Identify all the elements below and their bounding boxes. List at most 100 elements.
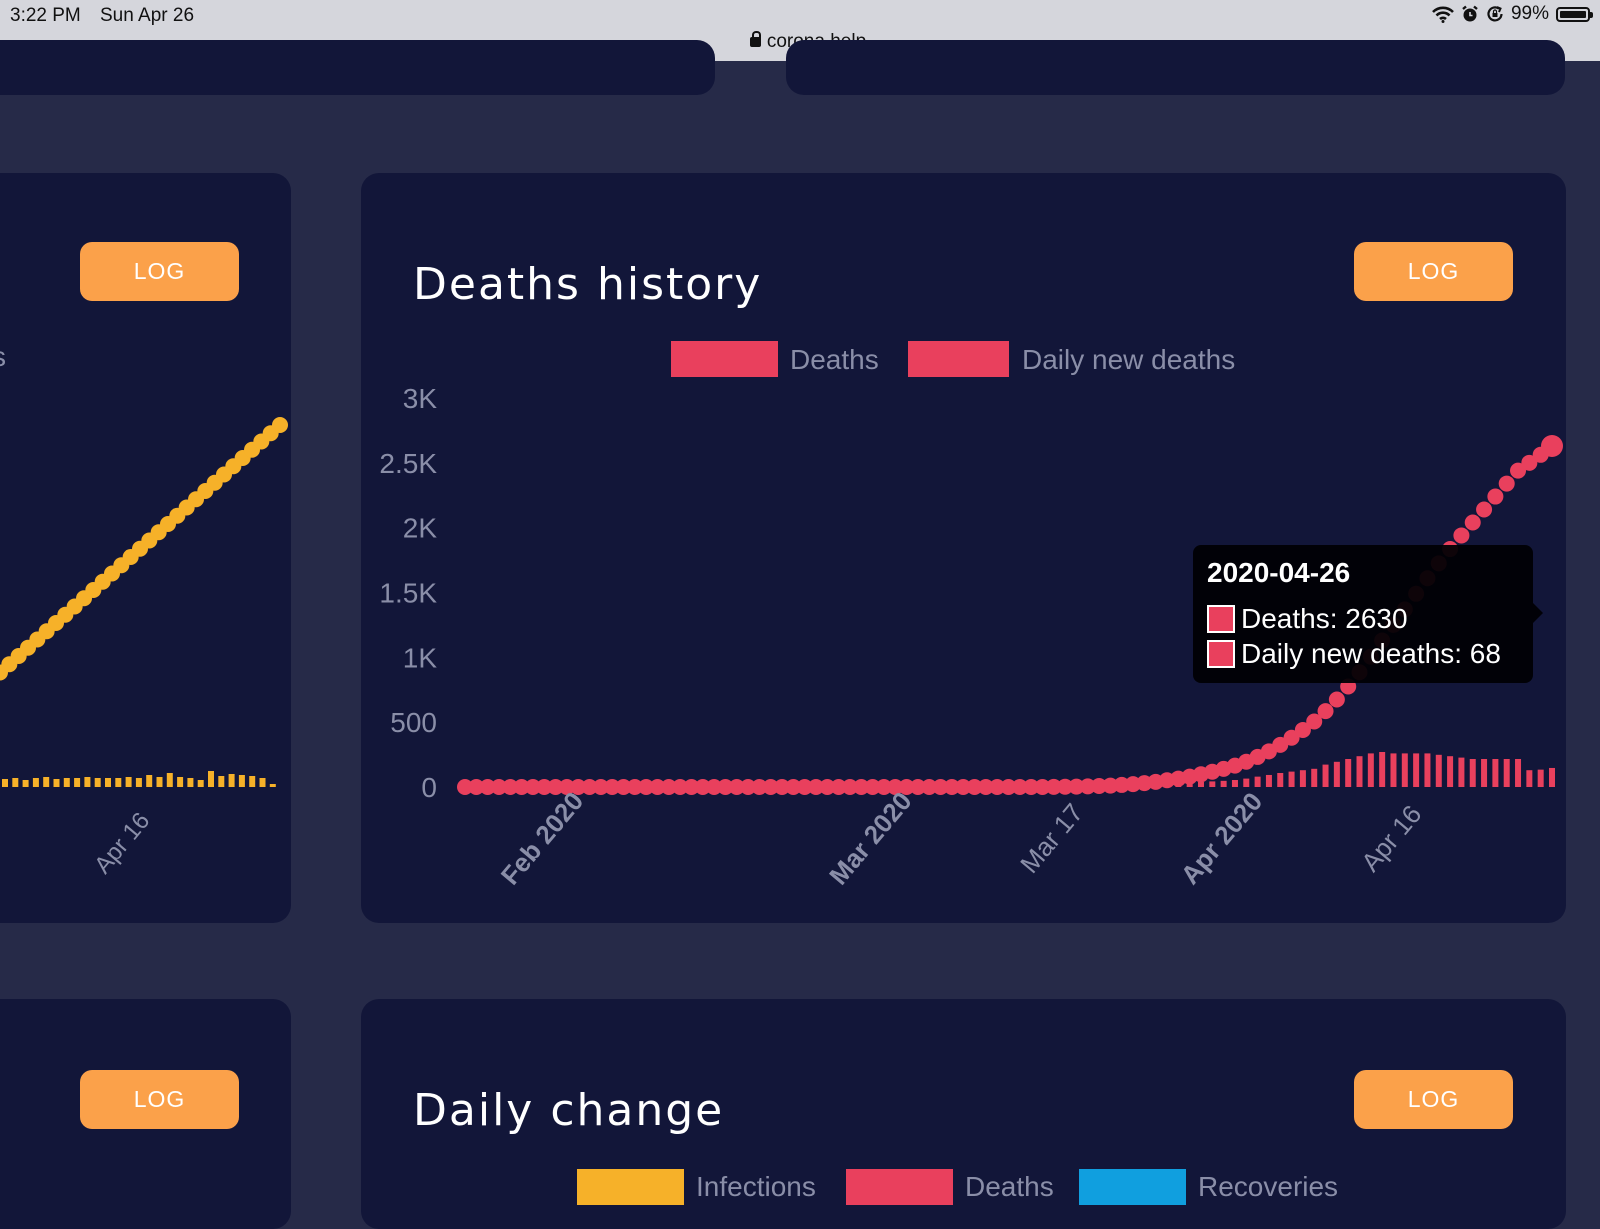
death-point[interactable]: [706, 779, 723, 795]
legend-swatch[interactable]: [671, 341, 778, 377]
daily-infection-bar: [53, 779, 60, 787]
legend-label: Recoveries: [1198, 1171, 1339, 1202]
death-point[interactable]: [728, 779, 745, 795]
death-point[interactable]: [468, 779, 485, 795]
card-title: Daily change: [413, 1085, 725, 1136]
daily-death-bar: [1197, 781, 1204, 787]
death-point[interactable]: [1521, 454, 1538, 471]
death-point[interactable]: [1317, 703, 1334, 720]
death-point[interactable]: [1487, 488, 1504, 505]
death-point[interactable]: [717, 779, 734, 795]
death-point[interactable]: [672, 779, 689, 795]
death-point[interactable]: [604, 779, 621, 795]
death-point[interactable]: [1113, 776, 1130, 793]
death-point[interactable]: [932, 779, 949, 795]
battery-icon: [1556, 6, 1593, 22]
death-point[interactable]: [1464, 514, 1481, 531]
death-point[interactable]: [1294, 721, 1311, 738]
death-point[interactable]: [502, 779, 519, 795]
death-point[interactable]: [536, 779, 553, 795]
log-button[interactable]: LOG: [80, 1070, 239, 1129]
death-point[interactable]: [581, 779, 598, 795]
x-tick-label: Feb 2020: [495, 786, 590, 891]
death-point[interactable]: [898, 779, 915, 795]
death-point[interactable]: [1306, 713, 1323, 730]
log-button[interactable]: LOG: [1354, 1070, 1513, 1129]
daily-infection-bar: [125, 777, 132, 787]
death-point[interactable]: [1000, 779, 1017, 795]
daily-infection-bar: [43, 777, 50, 787]
death-point[interactable]: [887, 779, 904, 795]
daily-infection-bar: [208, 771, 214, 787]
death-point[interactable]: [808, 779, 825, 795]
death-point[interactable]: [830, 779, 847, 795]
legend-label[interactable]: Daily new deaths: [1022, 344, 1235, 375]
death-point[interactable]: [989, 779, 1006, 795]
death-point[interactable]: [1091, 777, 1108, 794]
death-point[interactable]: [977, 779, 994, 795]
legend-item-deaths[interactable]: Deaths: [846, 1169, 1054, 1205]
death-point[interactable]: [1498, 475, 1515, 492]
death-point[interactable]: [966, 779, 983, 795]
daily-infection-bar: [63, 778, 70, 787]
death-point[interactable]: [1079, 778, 1096, 795]
death-point[interactable]: [1023, 779, 1040, 795]
death-point[interactable]: [875, 779, 892, 795]
death-point[interactable]: [1102, 777, 1119, 794]
death-point[interactable]: [1011, 779, 1028, 795]
death-point[interactable]: [909, 779, 926, 795]
death-point[interactable]: [490, 779, 507, 795]
legend-item-recoveries[interactable]: Recoveries: [1079, 1169, 1338, 1205]
daily-infection-bar: [2, 779, 8, 787]
death-point[interactable]: [955, 779, 972, 795]
death-point[interactable]: [457, 779, 473, 795]
death-point[interactable]: [853, 779, 870, 795]
death-point[interactable]: [943, 779, 960, 795]
death-point[interactable]: [649, 779, 666, 795]
death-point[interactable]: [570, 779, 587, 795]
death-point[interactable]: [683, 779, 700, 795]
death-point[interactable]: [1034, 779, 1051, 795]
death-point[interactable]: [558, 779, 575, 795]
death-point[interactable]: [547, 779, 564, 795]
death-point[interactable]: [796, 779, 813, 795]
death-point[interactable]: [774, 779, 791, 795]
legend-item-infections[interactable]: Infections: [577, 1169, 816, 1205]
death-point[interactable]: [1057, 778, 1074, 795]
log-button[interactable]: LOG: [1354, 242, 1513, 301]
death-point[interactable]: [1068, 778, 1085, 795]
death-point[interactable]: [1328, 691, 1345, 708]
death-point[interactable]: [785, 779, 802, 795]
log-button[interactable]: LOG: [80, 242, 239, 301]
death-point[interactable]: [638, 779, 655, 795]
death-point[interactable]: [762, 779, 779, 795]
legend-swatch[interactable]: [908, 341, 1009, 377]
death-point[interactable]: [921, 779, 938, 795]
death-point[interactable]: [1510, 462, 1527, 479]
legend-label[interactable]: Deaths: [790, 344, 879, 375]
death-point[interactable]: [751, 779, 768, 795]
death-point[interactable]: [592, 779, 609, 795]
daily-death-bar: [1379, 752, 1386, 787]
death-point[interactable]: [740, 779, 757, 795]
death-point[interactable]: [841, 779, 858, 795]
death-point[interactable]: [524, 779, 541, 795]
status-date: Sun Apr 26: [100, 5, 195, 26]
death-point[interactable]: [864, 779, 881, 795]
highlighted-point[interactable]: [1541, 434, 1563, 457]
legend-swatch: [846, 1169, 953, 1205]
death-point[interactable]: [513, 779, 530, 795]
infection-point[interactable]: [272, 417, 288, 433]
death-point[interactable]: [819, 779, 836, 795]
death-point[interactable]: [660, 779, 677, 795]
death-point[interactable]: [479, 779, 496, 795]
daily-death-bar: [1537, 769, 1544, 787]
death-point[interactable]: [1453, 527, 1470, 544]
death-point[interactable]: [1045, 778, 1062, 795]
death-point[interactable]: [1283, 729, 1300, 746]
death-point[interactable]: [1476, 501, 1493, 518]
death-point[interactable]: [626, 779, 643, 795]
death-point[interactable]: [615, 779, 632, 795]
daily-infection-bar: [84, 777, 91, 787]
death-point[interactable]: [694, 779, 711, 795]
